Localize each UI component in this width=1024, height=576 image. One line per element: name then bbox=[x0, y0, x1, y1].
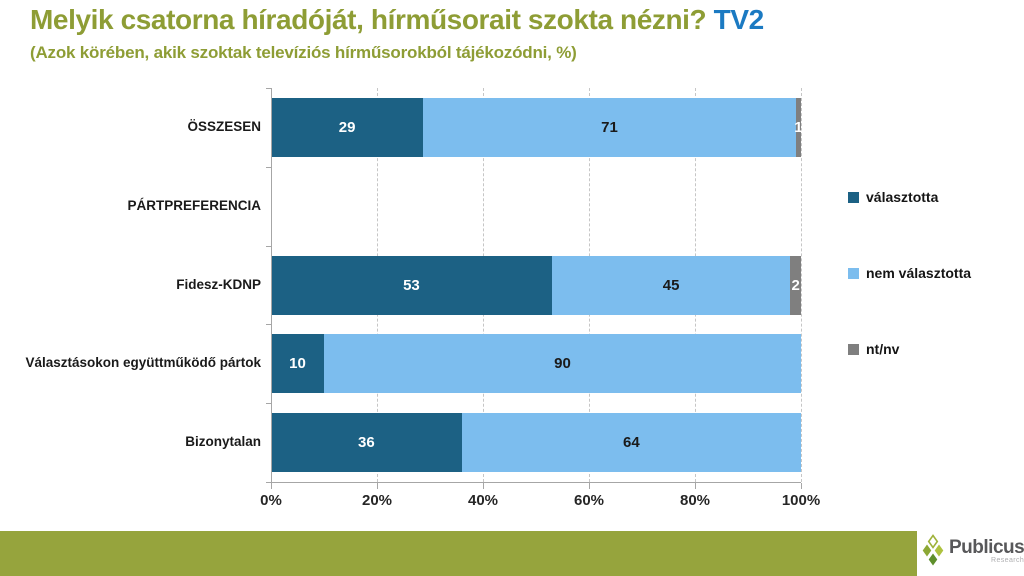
publicus-logo: Publicus Research bbox=[921, 534, 1024, 568]
plot-area: 29 71 1 53 45 2 10 90 36 64 bbox=[271, 88, 803, 482]
chart-title-highlight: TV2 bbox=[713, 4, 765, 35]
bar-segment: 71 bbox=[423, 97, 796, 157]
bar-value-label: 71 bbox=[601, 118, 618, 136]
category-label: ÖSSZESEN bbox=[187, 118, 261, 134]
logo-text: Publicus bbox=[949, 536, 1024, 558]
bar-segment: 36 bbox=[271, 413, 462, 473]
bar-value-label: 90 bbox=[554, 355, 571, 373]
logo-subtext: Research bbox=[991, 556, 1024, 564]
bar-value-label: 10 bbox=[289, 355, 306, 373]
x-axis-tick bbox=[271, 483, 272, 489]
bar-segment: 53 bbox=[271, 255, 552, 315]
x-axis-label: 80% bbox=[679, 492, 711, 509]
logo-diamonds-icon bbox=[922, 534, 944, 566]
y-axis-tick bbox=[266, 324, 272, 326]
legend-swatch bbox=[848, 191, 859, 203]
category-axis-labels: ÖSSZESEN PÁRTPREFERENCIA Fidesz-KDNP Válasz… bbox=[10, 88, 261, 482]
x-axis-label: 100% bbox=[781, 492, 821, 509]
chart-subtitle: (Azok körében, akik szoktak televíziós h… bbox=[30, 43, 577, 62]
bar-segment: 64 bbox=[461, 413, 801, 473]
bar-value-label: 45 bbox=[662, 276, 680, 294]
x-axis-tick bbox=[589, 483, 590, 489]
bar-value-label: 36 bbox=[358, 434, 375, 452]
legend-label: választotta bbox=[866, 189, 939, 205]
legend-label: nt/nv bbox=[866, 341, 900, 357]
category-label: Választásokon együttműködő pártok bbox=[25, 355, 261, 371]
bar-row: 53 45 2 bbox=[271, 255, 801, 315]
bar-row: 36 64 bbox=[271, 413, 801, 473]
category-label: Fidesz-KDNP bbox=[176, 276, 261, 292]
bar-value-label: 29 bbox=[338, 118, 356, 136]
y-axis-tick bbox=[266, 482, 272, 483]
bar-segment: 10 bbox=[271, 334, 324, 394]
legend-item: nt/nv bbox=[848, 341, 971, 357]
x-axis-label: 0% bbox=[260, 492, 282, 509]
bar-value-label: 2 bbox=[791, 276, 800, 294]
legend-swatch bbox=[848, 267, 859, 279]
category-label: PÁRTPREFERENCIA bbox=[127, 197, 261, 213]
footer-bar bbox=[0, 531, 917, 576]
legend-item: nem választotta bbox=[848, 265, 971, 281]
x-axis-tick bbox=[483, 483, 484, 489]
x-axis-tick bbox=[801, 483, 802, 489]
logo-text-block: Publicus Research bbox=[949, 538, 1024, 565]
y-axis-tick bbox=[266, 245, 272, 247]
y-axis-tick bbox=[266, 88, 272, 89]
bar-value-label: 1 bbox=[794, 118, 803, 136]
y-axis-line bbox=[266, 88, 272, 483]
x-axis-tick bbox=[695, 483, 696, 489]
legend-swatch bbox=[848, 343, 859, 355]
bar-segment: 29 bbox=[271, 97, 424, 157]
x-axis-label: 60% bbox=[573, 492, 605, 509]
legend-item: választotta bbox=[848, 189, 971, 205]
x-axis-label: 20% bbox=[361, 492, 393, 509]
chart-title-text: Melyik csatorna híradóját, hírműsorait s… bbox=[30, 4, 707, 35]
bar-segment: 45 bbox=[551, 255, 791, 315]
bar-value-label: 53 bbox=[403, 276, 420, 294]
bar-segment: 2 bbox=[790, 255, 801, 315]
bar-segment: 1 bbox=[794, 97, 803, 157]
legend: választotta nem választotta nt/nv bbox=[848, 189, 971, 417]
bar-row: 29 71 1 bbox=[271, 97, 803, 157]
bar-value-label: 64 bbox=[623, 434, 640, 452]
category-label: Bizonytalan bbox=[185, 434, 261, 450]
x-axis-tick bbox=[377, 483, 378, 489]
y-axis-tick bbox=[266, 166, 272, 168]
gridline bbox=[801, 88, 802, 482]
y-axis-tick bbox=[266, 403, 272, 405]
x-axis-label: 40% bbox=[467, 492, 499, 509]
chart-title: Melyik csatorna híradóját, hírműsorait s… bbox=[30, 4, 764, 36]
bar-row: 10 90 bbox=[271, 334, 801, 394]
x-axis-line: 0% 20% 40% 60% 80% 100% bbox=[260, 482, 820, 509]
bar-segment: 90 bbox=[324, 334, 801, 394]
legend-label: nem választotta bbox=[866, 265, 972, 281]
